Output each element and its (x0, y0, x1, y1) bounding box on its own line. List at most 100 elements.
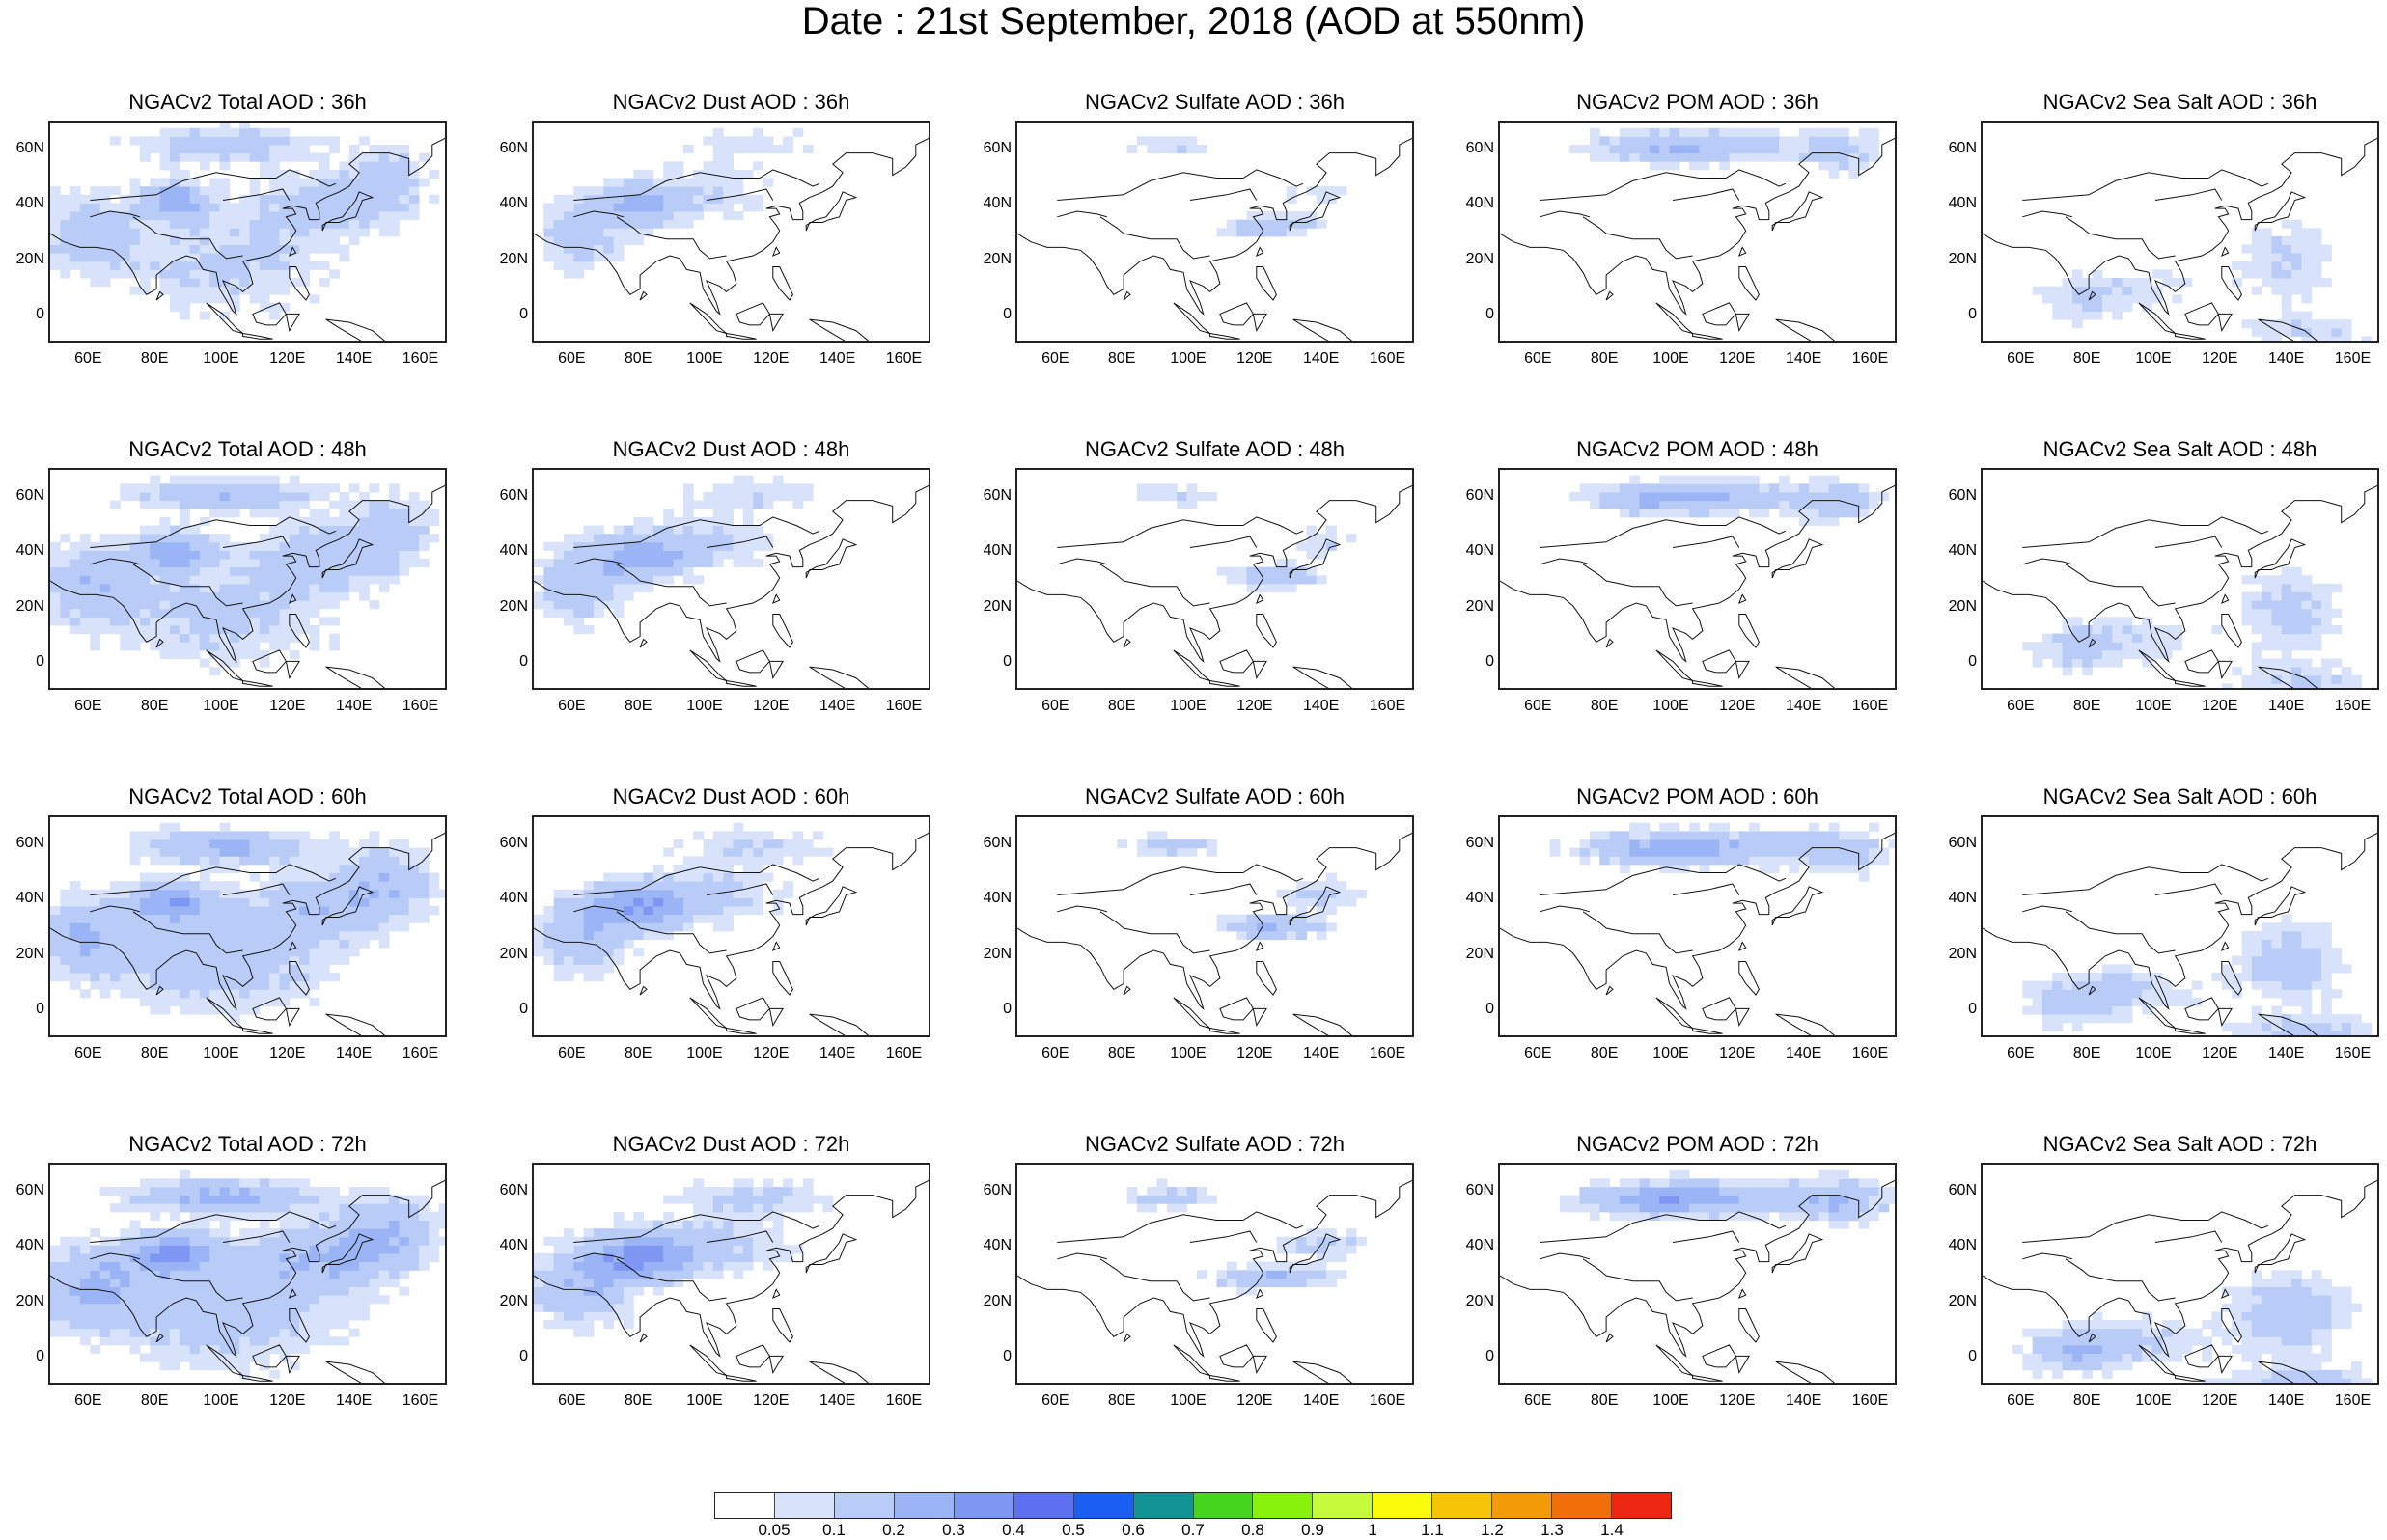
coastline (1017, 832, 1412, 1010)
island-outline (242, 332, 273, 340)
country-border (2022, 210, 2073, 218)
country-border (1540, 169, 1787, 201)
island-outline (285, 660, 300, 679)
aod-shading (1136, 483, 1357, 592)
latitude-tick-label: 60N (1465, 486, 1494, 504)
longitude-tick-label: 120E (269, 1045, 306, 1061)
aod-map-panel (532, 121, 930, 343)
latitude-tick-label: 20N (499, 250, 528, 267)
coastline (1983, 832, 2377, 1010)
country-border (1189, 883, 1258, 895)
longitude-tick-label: 120E (1236, 1392, 1273, 1409)
island-outline (1702, 1344, 1737, 1368)
country-border (90, 1252, 141, 1260)
country-border (573, 905, 625, 913)
country-border (1672, 1230, 1740, 1243)
longitude-tick-label: 60E (1041, 1045, 1069, 1061)
island-outline (1692, 1374, 1723, 1382)
panel-title: NGACv2 Dust AOD : 48h (612, 437, 850, 461)
aod-field-map (50, 1169, 445, 1383)
island-outline (285, 1007, 300, 1027)
aod-field-map (1500, 475, 1895, 688)
longitude-tick-label: 100E (686, 698, 723, 714)
longitude-tick-label: 160E (402, 350, 439, 367)
aod-field-map (50, 475, 445, 688)
panel-title: NGACv2 Dust AOD : 72h (612, 1132, 850, 1156)
latitude-tick-label: 40N (1948, 1237, 1977, 1254)
island-outline (689, 1344, 727, 1376)
longitude-tick-label: 100E (2135, 698, 2172, 714)
longitude-tick-label: 160E (1851, 350, 1889, 367)
island-outline (1605, 1333, 1614, 1343)
island-outline (1738, 614, 1760, 648)
country-border (132, 216, 243, 260)
island-outline (2184, 649, 2220, 674)
country-border (616, 1258, 727, 1302)
country-border (1540, 864, 1787, 895)
country-border (706, 1230, 774, 1243)
longitude-tick-label: 60E (1041, 698, 1069, 714)
island-outline (1173, 1344, 1210, 1376)
island-outline (2220, 1288, 2230, 1299)
coastline-japan (1771, 886, 1824, 926)
longitude-tick-label: 120E (269, 350, 306, 367)
island-outline (2175, 1027, 2206, 1034)
panel-title: NGACv2 Total AOD : 48h (128, 437, 367, 461)
longitude-tick-label: 160E (885, 1392, 923, 1409)
aod-shading (50, 822, 445, 1024)
island-outline (1219, 1344, 1255, 1368)
aod-field-map (1500, 822, 1895, 1035)
longitude-tick-label: 160E (1369, 698, 1406, 714)
longitude-tick-label: 100E (203, 350, 239, 367)
colorbar (714, 1492, 1672, 1519)
colorbar-label: 0.1 (822, 1521, 846, 1539)
latitude-tick-label: 0 (519, 1001, 528, 1018)
longitude-tick-label: 60E (1041, 350, 1069, 367)
colorbar-box (1073, 1493, 1134, 1518)
island-outline (2175, 679, 2206, 687)
country-border (222, 883, 291, 895)
coastline (1017, 1179, 1412, 1358)
longitude-tick-label: 80E (1590, 1045, 1619, 1061)
country-border (706, 536, 774, 548)
island-outline (1735, 1355, 1750, 1374)
island-outline (325, 1013, 386, 1035)
longitude-tick-label: 60E (2007, 1045, 2035, 1061)
aod-field-map (1500, 1169, 1895, 1383)
latitude-tick-label: 60N (983, 1181, 1012, 1198)
island-outline (1692, 1027, 1723, 1034)
aod-shading (1569, 127, 1879, 179)
longitude-tick-label: 100E (1170, 1392, 1207, 1409)
country-border (1540, 558, 1591, 565)
aod-shading (2032, 219, 2373, 341)
aod-shading (2022, 914, 2373, 1035)
island-outline (726, 1027, 757, 1034)
island-outline (736, 1344, 771, 1368)
latitude-tick-label: 20N (1465, 945, 1494, 962)
island-outline (1219, 302, 1255, 326)
island-outline (772, 266, 793, 301)
coastline (534, 1179, 929, 1358)
island-outline (1256, 266, 1277, 301)
coastline-japan (321, 886, 375, 926)
colorbar-box (1612, 1493, 1671, 1518)
longitude-tick-label: 120E (2202, 1045, 2238, 1061)
country-border (573, 1252, 625, 1260)
country-border (2022, 169, 2269, 201)
longitude-tick-label: 80E (140, 1392, 169, 1409)
longitude-tick-label: 120E (1719, 350, 1756, 367)
latitude-tick-label: 0 (1968, 1348, 1977, 1365)
latitude-tick-label: 60N (983, 486, 1012, 504)
colorbar-box (1313, 1493, 1374, 1518)
island-outline (2217, 1007, 2233, 1027)
colorbar-box (1013, 1493, 1074, 1518)
longitude-tick-label: 80E (2072, 1045, 2101, 1061)
island-outline (1123, 290, 1131, 301)
latitude-tick-label: 0 (519, 653, 528, 671)
aod-shading (534, 822, 834, 982)
island-outline (155, 290, 164, 301)
latitude-tick-label: 40N (499, 195, 528, 212)
country-border (2022, 905, 2073, 913)
country-border (90, 558, 141, 565)
latitude-tick-label: 20N (1465, 250, 1494, 267)
